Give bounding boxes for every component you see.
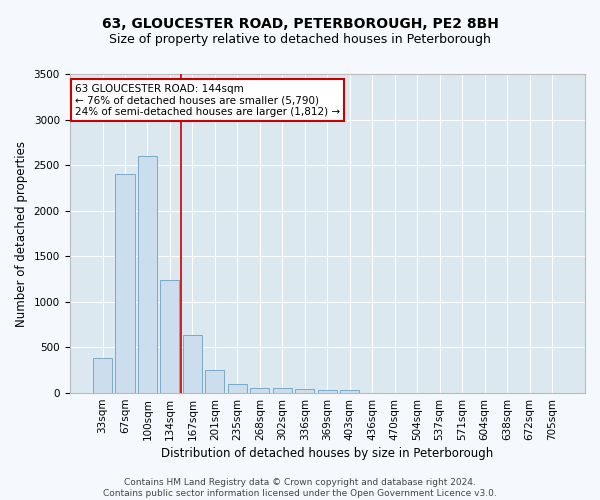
Bar — [318, 390, 337, 393]
Bar — [228, 384, 247, 393]
Bar — [340, 390, 359, 393]
Bar — [138, 156, 157, 393]
Bar — [93, 358, 112, 393]
Text: Contains HM Land Registry data © Crown copyright and database right 2024.
Contai: Contains HM Land Registry data © Crown c… — [103, 478, 497, 498]
Bar — [183, 334, 202, 393]
Text: Size of property relative to detached houses in Peterborough: Size of property relative to detached ho… — [109, 32, 491, 46]
Bar — [295, 389, 314, 393]
Bar — [115, 174, 134, 393]
Bar — [160, 280, 179, 393]
Bar — [250, 388, 269, 393]
Bar — [273, 388, 292, 393]
X-axis label: Distribution of detached houses by size in Peterborough: Distribution of detached houses by size … — [161, 447, 493, 460]
Text: 63, GLOUCESTER ROAD, PETERBOROUGH, PE2 8BH: 63, GLOUCESTER ROAD, PETERBOROUGH, PE2 8… — [101, 18, 499, 32]
Y-axis label: Number of detached properties: Number of detached properties — [15, 140, 28, 326]
Bar — [205, 370, 224, 393]
Text: 63 GLOUCESTER ROAD: 144sqm
← 76% of detached houses are smaller (5,790)
24% of s: 63 GLOUCESTER ROAD: 144sqm ← 76% of deta… — [74, 84, 340, 117]
